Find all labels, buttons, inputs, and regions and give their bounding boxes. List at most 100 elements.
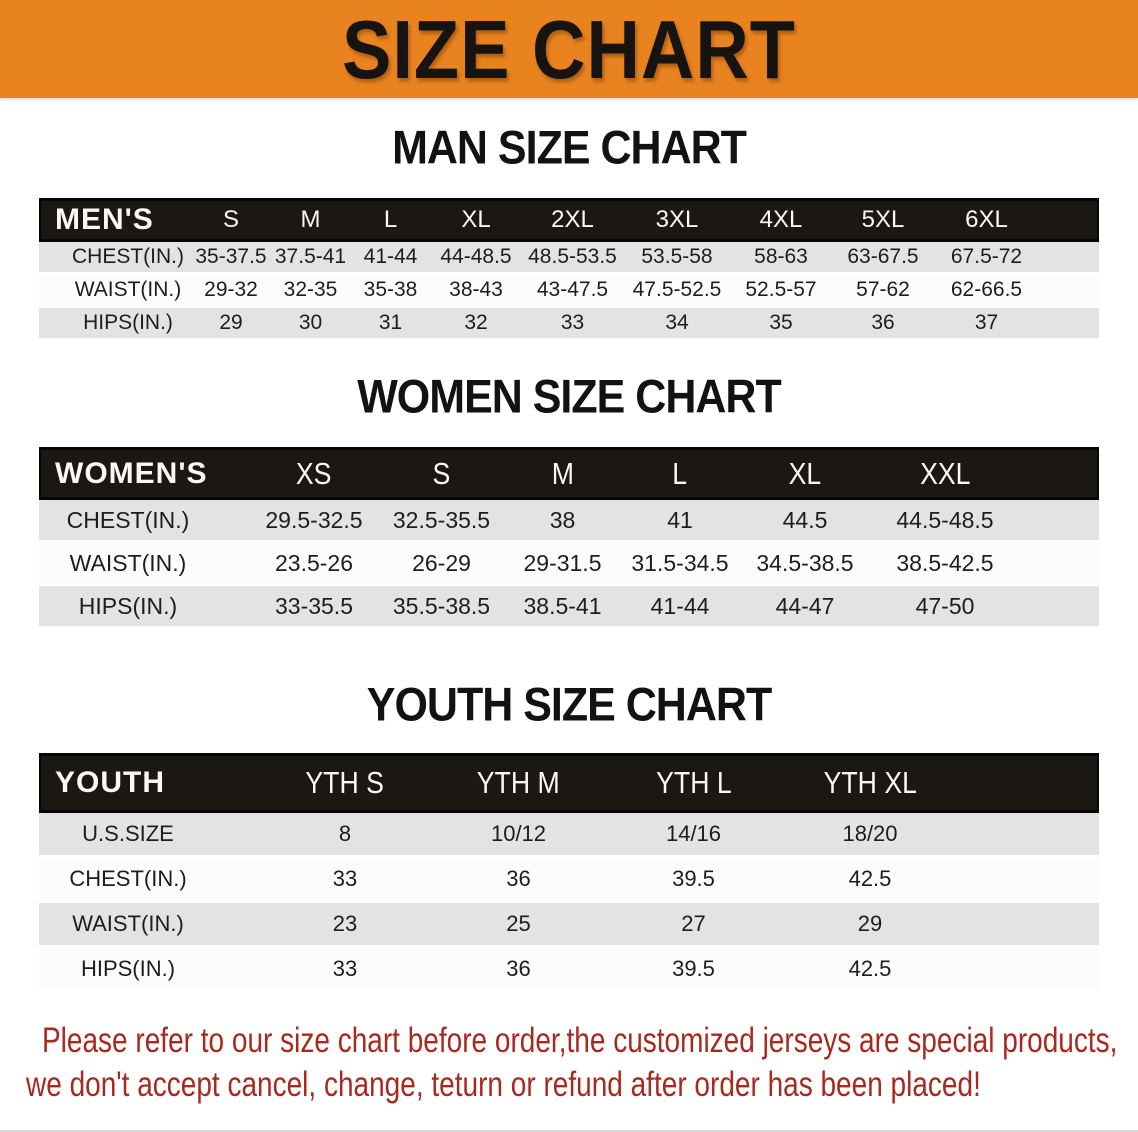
size-cell: 44-48.5 <box>431 242 521 275</box>
womens-section-heading-text: WOMEN SIZE CHART <box>357 370 782 424</box>
size-cell: 35.5-38.5 <box>379 586 504 629</box>
size-cell: 42.5 <box>781 858 959 903</box>
table-row: CHEST(IN.) 29.5-32.5 32.5-35.5 38 41 44.5 44.5… <box>39 500 1099 543</box>
spacer-cell <box>1019 586 1099 629</box>
womens-section-heading: WOMEN SIZE CHART <box>0 370 1138 424</box>
table-col-header: YTH L <box>606 753 781 813</box>
table-col-header: S <box>379 447 504 500</box>
size-cell: 35 <box>730 308 832 341</box>
size-cell: 33-35.5 <box>249 586 379 629</box>
table-col-header: L <box>621 447 739 500</box>
size-cell: 63-67.5 <box>832 242 934 275</box>
size-cell: 34.5-38.5 <box>739 543 871 586</box>
size-cell: 32 <box>431 308 521 341</box>
table-row: HIPS(IN.) 29 30 31 32 33 34 35 36 37 <box>39 308 1099 341</box>
size-cell: 23.5-26 <box>249 543 379 586</box>
spacer-cell <box>1019 543 1099 586</box>
table-group-label: YOUTH <box>39 753 259 813</box>
row-label: WAIST(IN.) <box>39 543 249 586</box>
spacer-cell <box>959 948 1099 993</box>
size-cell: 35-37.5 <box>191 242 271 275</box>
table-row: CHEST(IN.) 35-37.5 37.5-41 41-44 44-48.5 48.5… <box>39 242 1099 275</box>
row-label: U.S.SIZE <box>39 813 259 858</box>
size-cell: 38-43 <box>431 275 521 308</box>
size-cell: 33 <box>259 948 431 993</box>
size-cell: 26-29 <box>379 543 504 586</box>
size-cell: 29.5-32.5 <box>249 500 379 543</box>
size-cell: 38 <box>504 500 621 543</box>
table-col-header: YTH XL <box>781 753 959 813</box>
table-col-header: 2XL <box>521 198 624 242</box>
table-row: U.S.SIZE 8 10/12 14/16 18/20 <box>39 813 1099 858</box>
row-label: WAIST(IN.) <box>39 275 191 308</box>
womens-section: WOMEN SIZE CHART WOMEN'S XS S M L XL XXL CHEST(… <box>0 370 1138 629</box>
size-cell: 35-38 <box>350 275 431 308</box>
disclaimer-line-1: Please refer to our size chart before or… <box>42 1021 1118 1060</box>
size-cell: 41 <box>621 500 739 543</box>
row-label: CHEST(IN.) <box>39 242 191 275</box>
size-cell: 37.5-41 <box>271 242 350 275</box>
table-row: HIPS(IN.) 33 36 39.5 42.5 <box>39 948 1099 993</box>
size-cell: 36 <box>431 858 606 903</box>
size-cell: 47-50 <box>871 586 1019 629</box>
spacer-cell <box>959 903 1099 948</box>
banner-title: SIZE CHART <box>342 2 796 96</box>
spacer-cell <box>959 753 1099 813</box>
size-cell: 10/12 <box>431 813 606 858</box>
table-header-row: YOUTH YTH S YTH M YTH L YTH XL <box>39 753 1099 813</box>
table-col-header: L <box>350 198 431 242</box>
youth-size-table: YOUTH YTH S YTH M YTH L YTH XL U.S.SIZE 8 10/12… <box>39 753 1099 993</box>
row-label: CHEST(IN.) <box>39 500 249 543</box>
size-cell: 36 <box>832 308 934 341</box>
table-col-header: 5XL <box>832 198 934 242</box>
table-col-header: XXL <box>871 447 1019 500</box>
table-row: HIPS(IN.) 33-35.5 35.5-38.5 38.5-41 41-44 44-… <box>39 586 1099 629</box>
size-cell: 33 <box>521 308 624 341</box>
row-label: WAIST(IN.) <box>39 903 259 948</box>
row-label: HIPS(IN.) <box>39 948 259 993</box>
size-cell: 29-31.5 <box>504 543 621 586</box>
row-label: CHEST(IN.) <box>39 858 259 903</box>
table-row: WAIST(IN.) 23.5-26 26-29 29-31.5 31.5-34.5 34… <box>39 543 1099 586</box>
size-cell: 52.5-57 <box>730 275 832 308</box>
youth-section-heading: YOUTH SIZE CHART <box>0 679 1138 732</box>
size-cell: 33 <box>259 858 431 903</box>
mens-section: MAN SIZE CHART MEN'S S M L XL 2XL 3XL 4XL 5XL 6XL… <box>0 121 1138 341</box>
table-group-label: MEN'S <box>39 198 191 242</box>
table-header-row: MEN'S S M L XL 2XL 3XL 4XL 5XL 6XL <box>39 198 1099 242</box>
size-cell: 29 <box>781 903 959 948</box>
size-chart-banner: SIZE CHART <box>0 0 1138 98</box>
table-col-header: M <box>271 198 350 242</box>
size-cell: 62-66.5 <box>934 275 1039 308</box>
size-cell: 36 <box>431 948 606 993</box>
size-cell: 39.5 <box>606 948 781 993</box>
size-cell: 25 <box>431 903 606 948</box>
size-cell: 47.5-52.5 <box>624 275 730 308</box>
size-cell: 53.5-58 <box>624 242 730 275</box>
size-cell: 41-44 <box>350 242 431 275</box>
row-label: HIPS(IN.) <box>39 308 191 341</box>
size-cell: 18/20 <box>781 813 959 858</box>
table-header-row: WOMEN'S XS S M L XL XXL <box>39 447 1099 500</box>
mens-section-heading-text: MAN SIZE CHART <box>392 121 747 175</box>
spacer-cell <box>1039 242 1099 275</box>
size-cell: 44.5 <box>739 500 871 543</box>
spacer-cell <box>1019 500 1099 543</box>
size-cell: 27 <box>606 903 781 948</box>
size-cell: 42.5 <box>781 948 959 993</box>
size-cell: 30 <box>271 308 350 341</box>
size-cell: 31.5-34.5 <box>621 543 739 586</box>
size-cell: 48.5-53.5 <box>521 242 624 275</box>
spacer-cell <box>1039 308 1099 341</box>
table-group-label: WOMEN'S <box>39 447 249 500</box>
disclaimer: Please refer to our size chart before or… <box>0 1019 1138 1107</box>
table-col-header: M <box>504 447 621 500</box>
size-cell: 41-44 <box>621 586 739 629</box>
table-col-header: 4XL <box>730 198 832 242</box>
size-cell: 58-63 <box>730 242 832 275</box>
table-col-header: 3XL <box>624 198 730 242</box>
size-cell: 29-32 <box>191 275 271 308</box>
size-cell: 34 <box>624 308 730 341</box>
spacer-cell <box>1039 275 1099 308</box>
womens-size-table: WOMEN'S XS S M L XL XXL CHEST(IN.) 29.5-32.5 32.5… <box>39 447 1099 629</box>
